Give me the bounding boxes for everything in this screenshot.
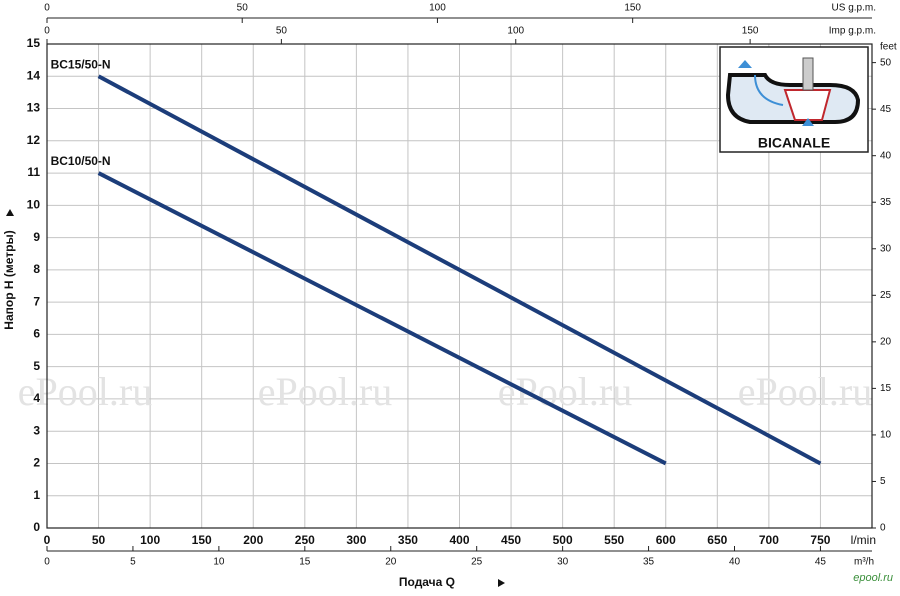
tick-label: 10 xyxy=(213,557,225,568)
x-tick-label: 150 xyxy=(192,533,212,547)
tick-label: 5 xyxy=(880,476,886,487)
x-tick-label: 500 xyxy=(553,533,573,547)
tick-label: 0 xyxy=(44,557,50,568)
watermark: ePool.ru xyxy=(738,369,872,414)
tick-label: 45 xyxy=(815,557,827,568)
y-axis-title: Напор H (метры) xyxy=(2,230,16,329)
series-label: BC15/50-N xyxy=(51,57,111,71)
tick-label: 100 xyxy=(429,3,446,14)
tick-label: 10 xyxy=(880,430,892,441)
m3h-unit: m³/h xyxy=(854,557,874,568)
arrow xyxy=(498,579,505,587)
imp-unit: Imp g.p.m. xyxy=(829,26,876,37)
feet-unit: feet xyxy=(880,42,897,53)
tick-label: 30 xyxy=(880,243,892,254)
y-tick-label: 8 xyxy=(33,262,40,276)
x-tick-label: 350 xyxy=(398,533,418,547)
tick-label: 0 xyxy=(44,3,50,14)
tick-label: 100 xyxy=(507,26,524,37)
tick-label: 40 xyxy=(729,557,741,568)
y-tick-label: 2 xyxy=(33,456,40,470)
y-tick-label: 10 xyxy=(27,198,41,212)
x-tick-label: 650 xyxy=(707,533,727,547)
watermark: ePool.ru xyxy=(258,369,392,414)
curve xyxy=(97,171,667,466)
tick-label: 35 xyxy=(643,557,655,568)
x-axis-title: Подача Q xyxy=(399,575,455,589)
x-tick-label: 700 xyxy=(759,533,779,547)
us-unit: US g.p.m. xyxy=(832,3,876,14)
y-tick-label: 13 xyxy=(27,101,41,115)
inset-label: BICANALE xyxy=(758,135,830,151)
tick-label: 20 xyxy=(385,557,397,568)
y-tick-label: 7 xyxy=(33,294,40,308)
watermark: ePool.ru xyxy=(498,369,632,414)
tick-label: 20 xyxy=(880,336,892,347)
tick-label: 50 xyxy=(276,26,288,37)
tick-label: 15 xyxy=(299,557,311,568)
y-tick-label: 15 xyxy=(27,36,41,50)
tick-label: 40 xyxy=(880,150,892,161)
tick-label: 0 xyxy=(44,26,50,37)
x-unit: l/min xyxy=(851,533,876,547)
tick-label: 15 xyxy=(880,383,892,394)
x-tick-label: 550 xyxy=(604,533,624,547)
x-tick-label: 250 xyxy=(295,533,315,547)
tick-label: 5 xyxy=(130,557,136,568)
tick-label: 50 xyxy=(237,3,249,14)
x-tick-label: 100 xyxy=(140,533,160,547)
x-tick-label: 600 xyxy=(656,533,676,547)
y-tick-label: 12 xyxy=(27,133,41,147)
y-tick-label: 0 xyxy=(33,520,40,534)
y-tick-label: 3 xyxy=(33,423,40,437)
y-tick-label: 9 xyxy=(33,230,40,244)
tick-label: 35 xyxy=(880,197,892,208)
x-tick-label: 450 xyxy=(501,533,521,547)
corner-mark: epool.ru xyxy=(853,572,893,584)
y-tick-label: 1 xyxy=(33,488,40,502)
watermark: ePool.ru xyxy=(18,369,152,414)
arrow xyxy=(6,209,14,216)
y-tick-label: 4 xyxy=(33,391,40,405)
tick-label: 0 xyxy=(880,523,886,534)
inset: BICANALE xyxy=(719,46,869,153)
tick-label: 50 xyxy=(880,57,892,68)
x-tick-label: 0 xyxy=(44,533,51,547)
plot-frame xyxy=(46,43,873,529)
tick-label: 25 xyxy=(471,557,483,568)
y-tick-label: 6 xyxy=(33,327,40,341)
tick-label: 150 xyxy=(742,26,759,37)
x-tick-label: 200 xyxy=(243,533,263,547)
x-tick-label: 300 xyxy=(346,533,366,547)
y-tick-label: 11 xyxy=(27,165,40,179)
curve xyxy=(97,74,822,466)
x-tick-label: 400 xyxy=(449,533,469,547)
y-tick-label: 5 xyxy=(33,359,40,373)
series-label: BC10/50-N xyxy=(51,154,111,168)
x-tick-label: 750 xyxy=(810,533,830,547)
x-tick-label: 50 xyxy=(92,533,106,547)
y-tick-label: 14 xyxy=(27,68,41,82)
tick-label: 150 xyxy=(624,3,641,14)
tick-label: 25 xyxy=(880,290,892,301)
tick-label: 30 xyxy=(557,557,569,568)
tick-label: 45 xyxy=(880,104,892,115)
